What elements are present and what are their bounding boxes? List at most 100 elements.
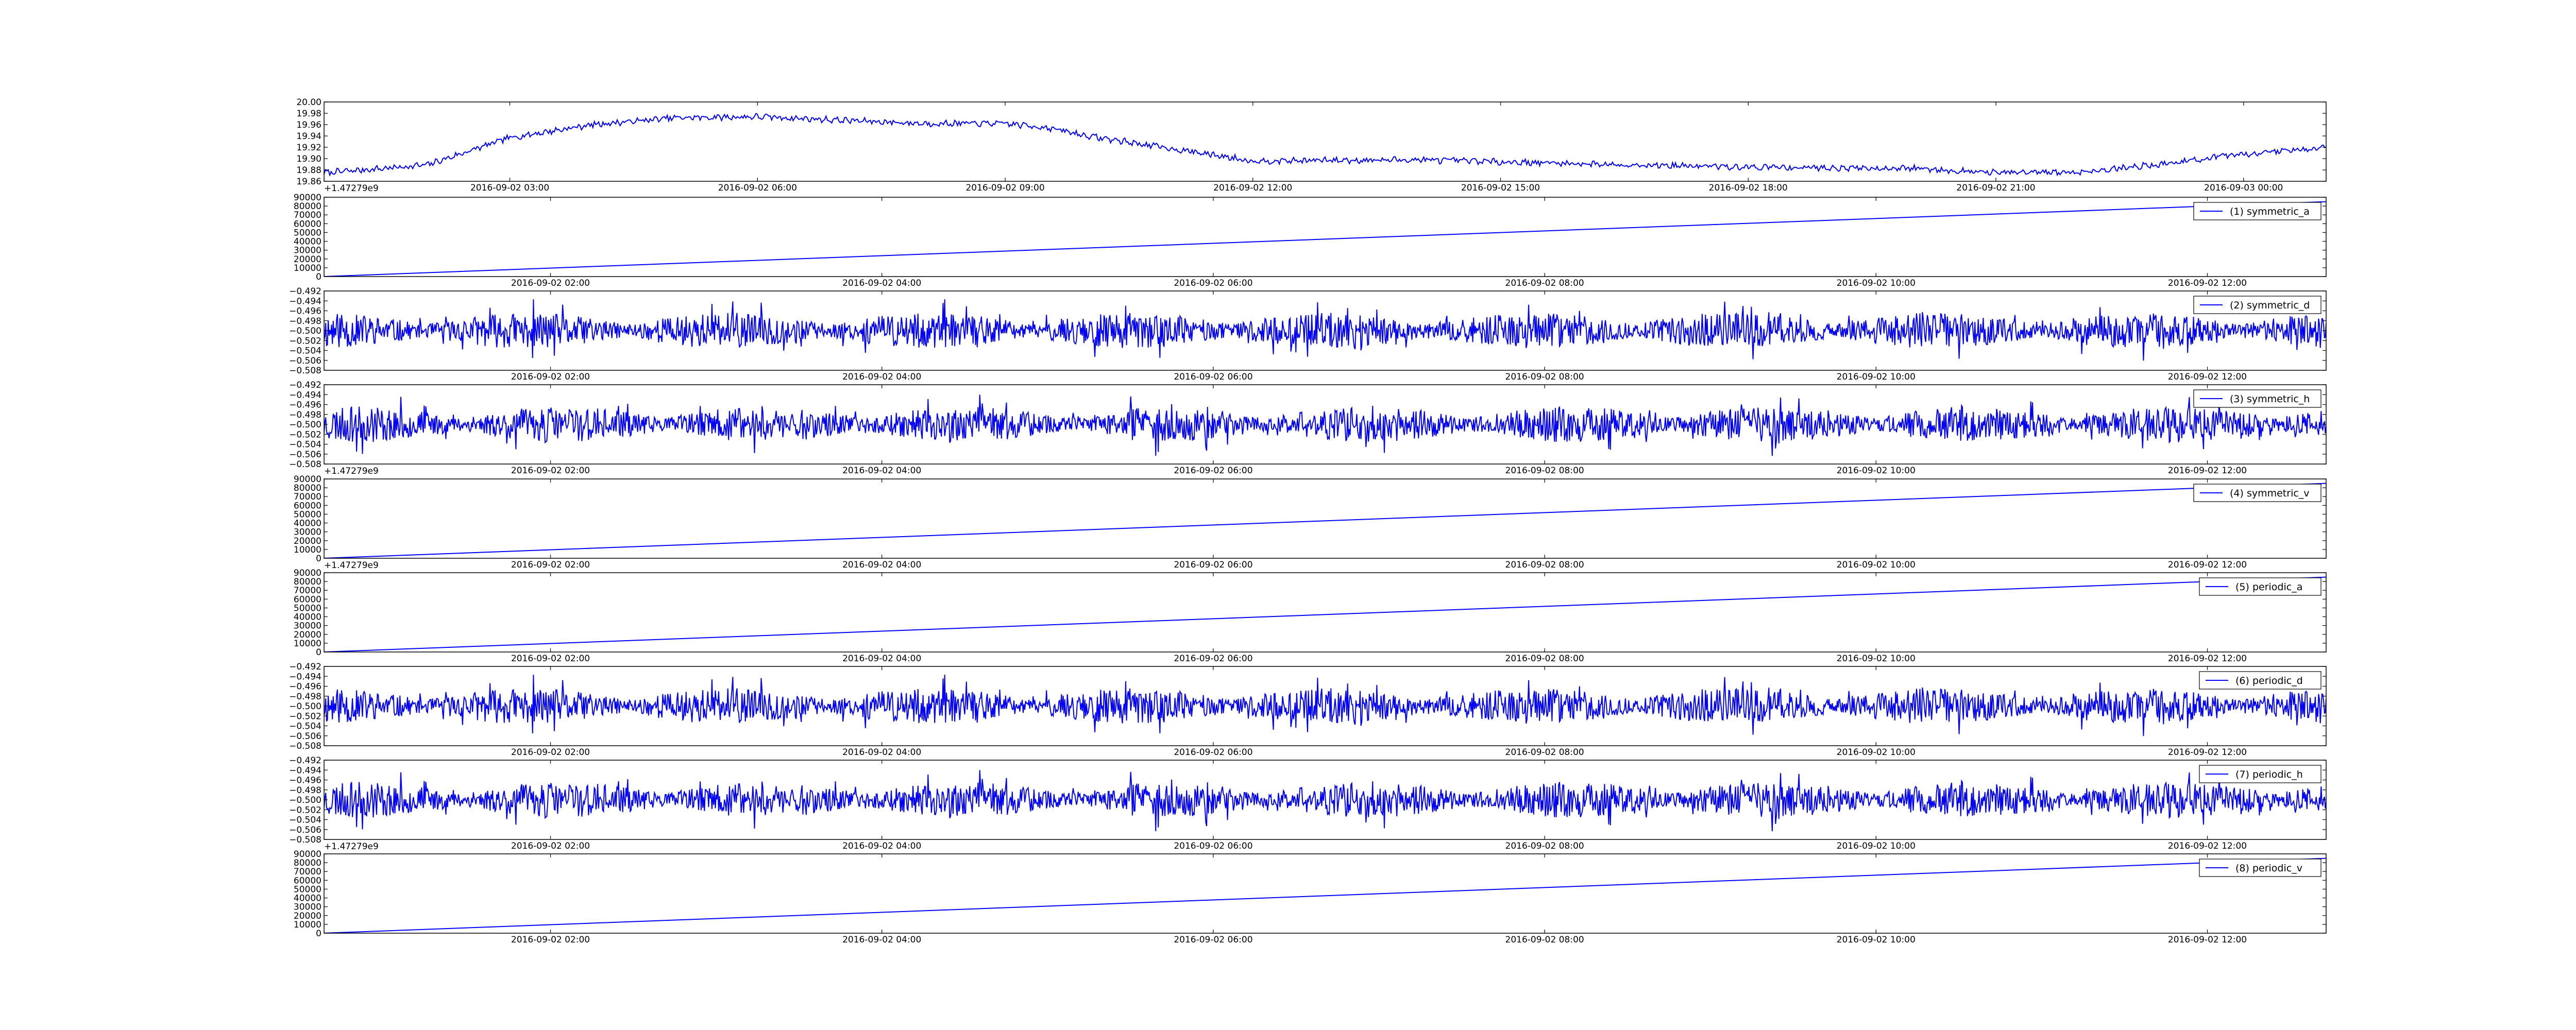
y-tick-label: 50000 [294,228,321,238]
panel-9: 0100002000030000400005000060000700008000… [294,849,2327,945]
x-tick-label: 2016-09-02 04:00 [842,466,921,476]
y-tick-label: −0.492 [289,286,321,297]
legend-box [2199,765,2321,783]
y-tick-label: −0.504 [289,815,321,826]
legend: (6) periodic_d [2199,671,2321,690]
legend-label: (7) periodic_h [2235,769,2303,780]
x-tick-label: 2016-09-02 08:00 [1505,841,1584,851]
y-tick-label: 40000 [294,894,321,904]
series-line-7-1 [324,675,2326,736]
series-line-3-1 [324,299,2326,361]
y-tick-label: −0.502 [289,430,321,440]
x-offset-label: +1.47279e9 [324,183,379,194]
y-tick-label: 20000 [294,536,321,546]
legend-label: (5) periodic_a [2235,581,2302,593]
x-tick-label: 2016-09-02 02:00 [511,560,590,570]
panel-2: 0100002000030000400005000060000700008000… [294,193,2327,288]
y-tick-label: −0.506 [289,825,321,835]
x-tick-label: 2016-09-02 12:00 [2168,747,2247,758]
panel-3: −0.508−0.506−0.504−0.502−0.500−0.498−0.4… [289,286,2327,382]
series-line-6-1 [324,576,2326,652]
y-tick-label: 30000 [294,621,321,631]
y-tick-label: 19.98 [296,109,321,119]
x-tick-label: 2016-09-02 06:00 [1174,466,1252,476]
y-tick-label: 10000 [294,920,321,930]
legend: (3) symmetric_h [2193,389,2321,408]
y-tick-label: −0.500 [289,420,321,430]
y-tick-label: −0.496 [289,400,321,410]
x-tick-label: 2016-09-02 06:00 [1174,560,1252,570]
axes-frame [324,572,2327,653]
panel-6: 0100002000030000400005000060000700008000… [294,568,2327,664]
y-tick-label: −0.496 [289,306,321,317]
y-tick-label: 0 [316,554,321,564]
y-tick-label: −0.498 [289,692,321,702]
y-tick-label: 19.94 [296,131,321,142]
axes-frame [324,197,2327,277]
y-tick-label: −0.498 [289,316,321,327]
y-tick-label: 10000 [294,639,321,649]
y-tick-label: 70000 [294,867,321,877]
x-tick-label: 2016-09-02 02:00 [511,372,590,382]
y-tick-label: −0.494 [289,672,321,682]
x-tick-label: 2016-09-02 10:00 [1837,935,1916,945]
panel-8: −0.508−0.506−0.504−0.502−0.500−0.498−0.4… [289,756,2327,852]
x-tick-label: 2016-09-02 10:00 [1837,654,1916,664]
y-tick-label: −0.504 [289,440,321,450]
x-tick-label: 2016-09-02 02:00 [511,935,590,945]
x-tick-label: 2016-09-02 06:00 [1174,278,1252,288]
y-tick-label: 0 [316,272,321,282]
panel-1: 19.8619.8819.9019.9219.9419.9619.9820.00… [296,97,2327,194]
y-tick-label: 60000 [294,219,321,229]
y-tick-label: −0.504 [289,722,321,732]
x-tick-label: 2016-09-02 12:00 [2168,466,2247,476]
x-tick-label: 2016-09-02 06:00 [718,183,797,193]
legend: (8) periodic_v [2199,859,2321,877]
x-tick-label: 2016-09-02 09:00 [965,183,1044,193]
y-tick-label: 90000 [294,474,321,485]
x-tick-label: 2016-09-02 04:00 [842,372,921,382]
legend-label: (3) symmetric_h [2230,393,2310,405]
x-tick-label: 2016-09-02 08:00 [1505,278,1584,288]
y-tick-label: −0.494 [289,296,321,306]
x-tick-label: 2016-09-02 10:00 [1837,841,1916,851]
y-tick-label: −0.494 [289,765,321,776]
x-tick-label: 2016-09-02 04:00 [842,841,921,851]
x-tick-label: 2016-09-02 15:00 [1461,183,1540,193]
y-tick-label: 40000 [294,519,321,529]
x-tick-label: 2016-09-02 06:00 [1174,841,1252,851]
y-tick-label: 10000 [294,545,321,555]
y-tick-label: −0.508 [289,835,321,845]
y-tick-label: 40000 [294,612,321,623]
x-tick-label: 2016-09-02 10:00 [1837,372,1916,382]
series-line-4-1 [324,394,2326,456]
x-tick-label: 2016-09-02 04:00 [842,278,921,288]
x-tick-label: 2016-09-02 12:00 [2168,841,2247,851]
x-tick-label: 2016-09-02 10:00 [1837,278,1916,288]
x-tick-label: 2016-09-02 08:00 [1505,935,1584,945]
x-offset-label: +1.47279e9 [324,560,379,571]
y-tick-label: 19.96 [296,120,321,130]
y-tick-label: −0.508 [289,741,321,751]
x-tick-label: 2016-09-02 03:00 [470,183,549,193]
x-tick-label: 2016-09-02 21:00 [1956,183,2035,193]
x-tick-label: 2016-09-02 02:00 [511,278,590,288]
y-tick-label: 19.92 [296,143,321,153]
panel-4: −0.508−0.506−0.504−0.502−0.500−0.498−0.4… [289,380,2327,476]
y-tick-label: −0.502 [289,805,321,815]
panel-5: 0100002000030000400005000060000700008000… [294,474,2327,571]
series-line-9-1 [324,857,2326,933]
y-tick-label: −0.500 [289,795,321,805]
x-tick-label: 2016-09-02 06:00 [1174,935,1252,945]
series-line-1-1 [324,113,2326,177]
x-tick-label: 2016-09-02 08:00 [1505,466,1584,476]
x-tick-label: 2016-09-02 12:00 [2168,560,2247,570]
y-tick-label: −0.506 [289,356,321,366]
y-tick-label: 0 [316,647,321,658]
y-tick-label: 19.86 [296,177,321,187]
x-tick-label: 2016-09-02 08:00 [1505,747,1584,758]
y-tick-label: 20.00 [296,97,321,108]
x-tick-label: 2016-09-02 12:00 [2168,278,2247,288]
y-tick-label: 20000 [294,254,321,265]
series-line-2-1 [324,201,2326,277]
